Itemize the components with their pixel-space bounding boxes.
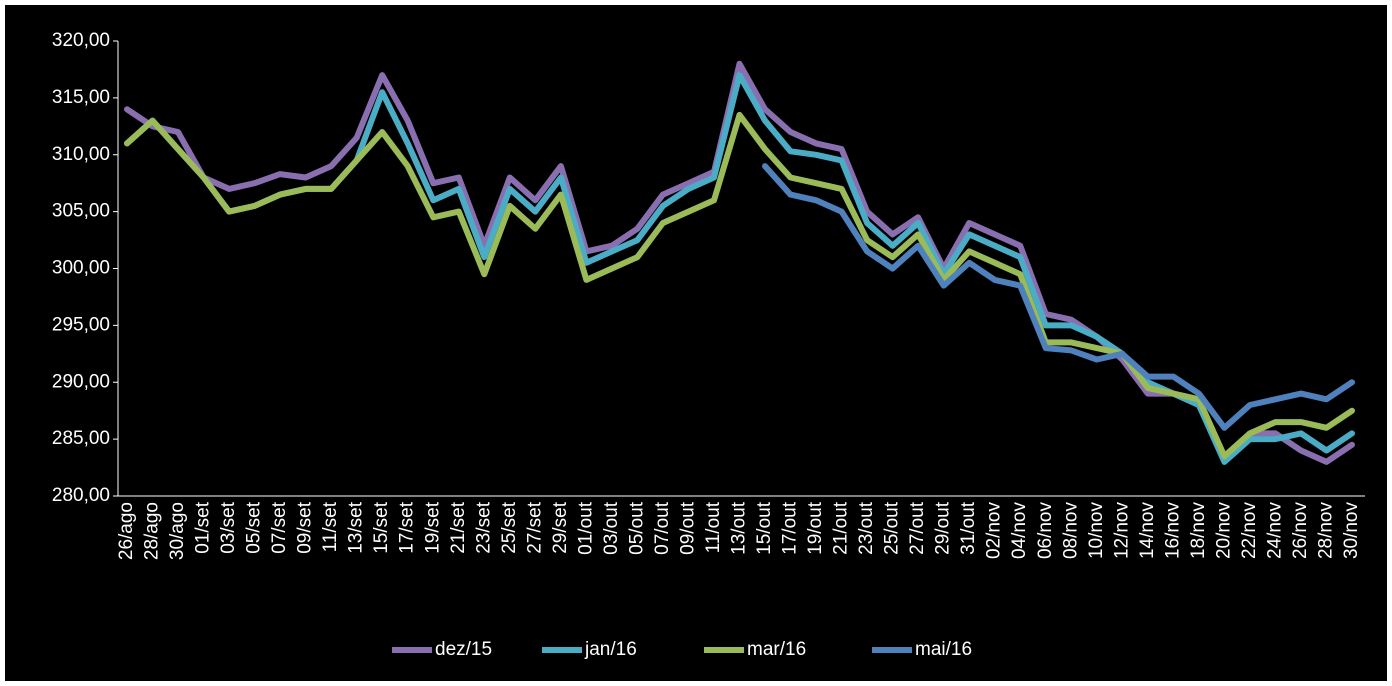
x-tick-label: 21/out (831, 501, 852, 555)
x-tick-label: 13/set (346, 501, 367, 553)
y-tick-label: 320,00 (52, 30, 110, 51)
x-tick-label: 02/nov (984, 502, 1005, 560)
legend-label: jan/16 (584, 639, 637, 660)
y-tick-label: 315,00 (52, 87, 110, 108)
x-tick-label: 13/out (729, 501, 750, 555)
x-tick-label: 14/nov (1137, 502, 1158, 560)
x-tick-label: 12/nov (1111, 502, 1132, 560)
x-tick-label: 30/ago (167, 502, 188, 560)
y-tick-label: 300,00 (52, 258, 110, 279)
x-tick-label: 29/set (550, 501, 571, 553)
x-tick-label: 04/nov (1009, 502, 1030, 560)
y-tick-label: 280,00 (52, 485, 110, 506)
x-tick-label: 23/out (856, 501, 877, 555)
x-tick-label: 19/out (805, 501, 826, 555)
x-tick-label: 26/ago (116, 502, 137, 560)
x-tick-label: 20/nov (1213, 502, 1234, 560)
x-tick-label: 30/nov (1341, 502, 1362, 560)
x-tick-label: 25/out (882, 501, 903, 555)
x-tick-label: 16/nov (1162, 502, 1183, 560)
x-tick-label: 03/out (601, 501, 622, 555)
x-tick-label: 25/set (499, 501, 520, 553)
series-line (124, 60, 1355, 465)
x-tick-label: 06/nov (1035, 502, 1056, 560)
x-tick-label: 03/set (218, 501, 239, 553)
x-tick-label: 05/set (244, 501, 265, 553)
x-tick-label: 31/out (958, 501, 979, 555)
x-tick-label: 18/nov (1188, 502, 1209, 560)
x-tick-label: 15/set (371, 501, 392, 553)
x-tick-label: 09/out (677, 501, 698, 555)
x-tick-label: 22/nov (1239, 502, 1260, 560)
y-tick-label: 290,00 (52, 371, 110, 392)
x-tick-label: 21/set (448, 501, 469, 553)
x-tick-label: 01/out (575, 501, 596, 555)
x-tick-label: 01/set (193, 501, 214, 553)
x-tick-label: 05/out (626, 501, 647, 555)
x-tick-label: 07/set (269, 501, 290, 553)
x-tick-label: 27/set (524, 501, 545, 553)
legend-label: mar/16 (747, 639, 806, 660)
x-tick-label: 15/out (754, 501, 775, 555)
x-tick-label: 10/nov (1086, 502, 1107, 560)
series-line (762, 163, 1355, 431)
x-tick-label: 11/out (703, 501, 724, 553)
x-tick-label: 07/out (652, 501, 673, 555)
chart-background (5, 5, 1387, 681)
y-tick-label: 295,00 (52, 314, 110, 335)
x-tick-label: 17/set (397, 501, 418, 553)
x-tick-label: 29/out (933, 501, 954, 555)
x-tick-label: 08/nov (1060, 502, 1081, 560)
x-tick-label: 11/set (320, 501, 341, 552)
x-tick-label: 27/out (907, 501, 928, 555)
x-tick-label: 09/set (295, 501, 316, 553)
legend-label: mai/16 (915, 639, 972, 660)
y-tick-label: 310,00 (52, 144, 110, 165)
x-tick-label: 24/nov (1264, 502, 1285, 560)
x-tick-label: 23/set (473, 501, 494, 553)
x-tick-label: 28/nov (1315, 502, 1336, 560)
x-tick-label: 19/set (422, 501, 443, 553)
y-tick-label: 305,00 (52, 201, 110, 222)
y-tick-label: 285,00 (52, 428, 110, 449)
series-line (124, 111, 1355, 460)
legend-label: dez/15 (435, 639, 492, 660)
x-tick-label: 28/ago (142, 502, 163, 560)
x-tick-label: 17/out (780, 501, 801, 555)
x-tick-label: 26/nov (1290, 502, 1311, 560)
